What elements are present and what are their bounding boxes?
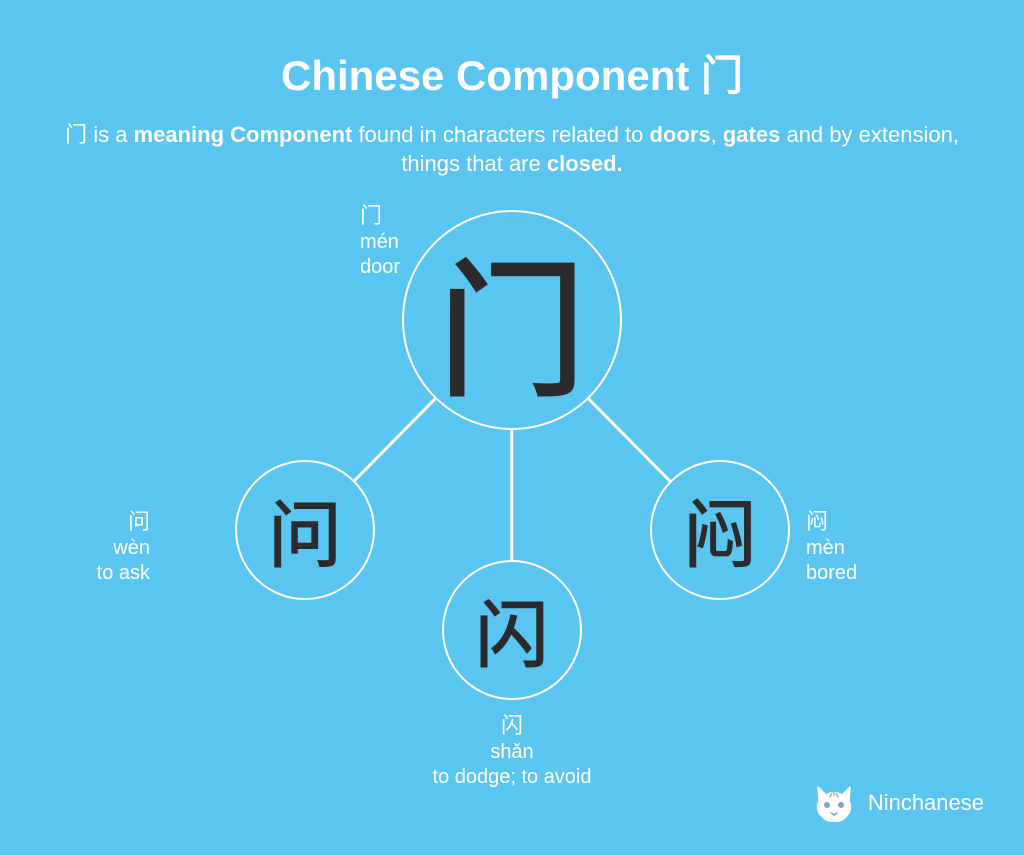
cat-logo-icon: [812, 783, 856, 823]
label-pinyin: mèn: [806, 536, 857, 561]
label-char: 闪: [392, 712, 632, 740]
node-label: 闷mènbored: [806, 508, 857, 586]
child-node: 闷: [650, 460, 790, 600]
label-meaning: to dodge; to avoid: [392, 765, 632, 790]
subtitle-char: 门: [65, 122, 87, 147]
subtitle-bold: gates: [723, 122, 780, 147]
label-char: 门: [360, 202, 400, 230]
label-meaning: to ask: [10, 561, 150, 586]
subtitle: 门 is a meaning Component found in charac…: [52, 121, 972, 178]
label-pinyin: mén: [360, 230, 400, 255]
subtitle-text: found in characters related to: [352, 122, 649, 147]
label-pinyin: shǎn: [392, 740, 632, 765]
subtitle-bold: doors: [650, 122, 711, 147]
node-label: 问wènto ask: [10, 508, 150, 586]
page-title: Chinese Component 门: [0, 0, 1024, 103]
subtitle-bold: meaning Component: [134, 122, 353, 147]
label-char: 问: [10, 508, 150, 536]
brand-name: Ninchanese: [868, 790, 984, 816]
subtitle-bold: closed.: [547, 151, 623, 176]
subtitle-text: ,: [711, 122, 723, 147]
node-label: 闪shǎnto dodge; to avoid: [392, 712, 632, 790]
child-node: 闪: [442, 560, 582, 700]
node-character: 闪: [475, 593, 549, 667]
node-character: 问: [268, 493, 342, 567]
brand: Ninchanese: [812, 783, 984, 823]
node-character: 门: [437, 245, 587, 395]
node-character: 闷: [683, 493, 757, 567]
subtitle-text: is a: [87, 122, 133, 147]
center-node: 门: [402, 210, 622, 430]
label-meaning: door: [360, 255, 400, 280]
label-pinyin: wèn: [10, 536, 150, 561]
component-diagram: 门问闪闷门méndoor问wènto ask闪shǎnto dodge; to …: [0, 210, 1024, 770]
label-char: 闷: [806, 508, 857, 536]
label-meaning: bored: [806, 561, 857, 586]
node-label: 门méndoor: [360, 202, 400, 280]
child-node: 问: [235, 460, 375, 600]
